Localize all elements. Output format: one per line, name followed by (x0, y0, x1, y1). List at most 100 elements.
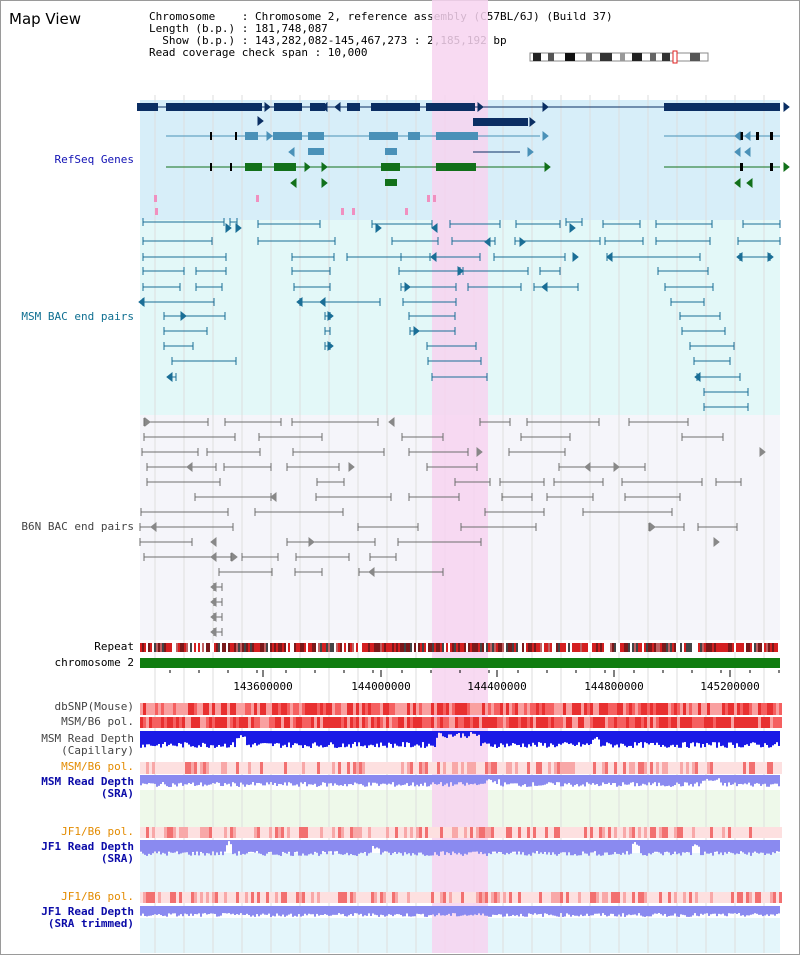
track-label-repeat[interactable]: Repeat (94, 640, 134, 653)
read-depth-bar (486, 775, 488, 781)
polymorphism-heat-cell (677, 827, 680, 838)
track-label-jf1-b6-pol[interactable]: JF1/B6 pol. (61, 825, 134, 838)
read-depth-bar (334, 731, 336, 748)
polymorphism-heat-cell (530, 892, 533, 903)
read-depth-bar (584, 906, 586, 916)
polymorphism-heat-cell (275, 717, 278, 728)
read-depth-bar (696, 775, 698, 783)
polymorphism-heat-cell (299, 703, 302, 715)
b6n-bac-arrow (210, 536, 217, 548)
read-depth-bar (744, 906, 746, 917)
repeat-segment (644, 643, 646, 652)
read-depth-bar (168, 775, 170, 787)
read-depth-bar (680, 775, 682, 787)
polymorphism-heat-cell (371, 703, 374, 715)
polymorphism-heat-cell (770, 827, 773, 838)
read-depth-bar (560, 840, 562, 853)
read-depth-bar (442, 775, 444, 787)
read-depth-bar (168, 906, 170, 914)
polymorphism-heat-cell (152, 892, 155, 903)
read-depth-bar (596, 840, 598, 856)
polymorphism-heat-cell (722, 892, 725, 903)
read-depth-bar (654, 731, 656, 746)
repeat-segment (704, 643, 706, 652)
repeat-segment (230, 643, 232, 652)
read-depth-bar (230, 775, 232, 787)
repeat-segment (466, 643, 468, 652)
polymorphism-heat-cell (224, 717, 227, 728)
polymorphism-heat-cell (452, 703, 455, 715)
read-depth-bar (146, 906, 148, 917)
read-depth-bar (720, 840, 722, 853)
read-depth-bar (776, 731, 778, 743)
track-label-refseq[interactable]: RefSeq Genes (54, 153, 134, 166)
read-depth-bar (666, 775, 668, 787)
polymorphism-heat-cell (605, 717, 608, 728)
read-depth-bar (546, 840, 548, 855)
polymorphism-heat-cell (704, 703, 707, 715)
track-label-jf1-depth-trimmed[interactable]: JF1 Read Depth (SRA trimmed) (0, 906, 134, 930)
polymorphism-heat-cell (722, 762, 725, 774)
track-label-dbsnp[interactable]: dbSNP(Mouse) (54, 700, 134, 713)
repeat-segment (760, 643, 762, 652)
polymorphism-heat-cell (491, 717, 494, 728)
repeat-segment (770, 643, 772, 652)
read-depth-bar (678, 775, 680, 784)
repeat-segment (342, 643, 344, 652)
polymorphism-heat-cell (347, 703, 350, 715)
polymorphism-heat-cell (446, 892, 449, 903)
read-depth-bar (308, 840, 310, 855)
polymorphism-heat-cell (512, 892, 515, 903)
track-label-chromosome[interactable]: chromosome 2 (54, 656, 134, 669)
polymorphism-heat-cell (263, 827, 266, 838)
track-label-b6n-bac[interactable]: B6N BAC end pairs (21, 520, 134, 533)
read-depth-bar (766, 731, 768, 745)
track-label-msm-b6-pol-2[interactable]: MSM/B6 pol. (61, 760, 134, 773)
read-depth-bar (650, 775, 652, 786)
polymorphism-heat-cell (182, 762, 185, 774)
polymorphism-heat-cell (173, 827, 176, 838)
track-label-msm-b6-pol[interactable]: MSM/B6 pol. (61, 715, 134, 728)
polymorphism-heat-cell (566, 892, 569, 903)
repeat-segment (642, 643, 644, 652)
read-depth-bar (716, 840, 718, 852)
read-depth-bar (254, 731, 256, 744)
repeat-segment (678, 643, 680, 652)
read-depth-bar (156, 775, 158, 787)
repeat-segment (328, 643, 330, 652)
repeat-segment (416, 643, 418, 652)
read-depth-bar (428, 731, 430, 744)
read-depth-bar (772, 775, 774, 785)
track-label-jf1-depth-sra[interactable]: JF1 Read Depth (SRA) (0, 841, 134, 865)
repeat-segment (414, 643, 416, 652)
track-label-msm-depth-sra[interactable]: MSM Read Depth (SRA) (0, 776, 134, 800)
read-depth-bar (310, 731, 312, 748)
repeat-segment (714, 643, 716, 652)
repeat-segment (190, 643, 192, 652)
read-depth-bar (632, 840, 634, 844)
track-label-msm-depth-capillary[interactable]: MSM Read Depth (Capillary) (0, 733, 134, 757)
read-depth-bar (750, 906, 752, 915)
polymorphism-heat-cell (512, 827, 515, 838)
read-depth-bar (428, 906, 430, 916)
read-depth-bar (710, 840, 712, 853)
read-depth-bar (170, 775, 172, 787)
read-depth-bar (348, 731, 350, 745)
polymorphism-heat-cell (314, 827, 317, 838)
track-label-jf1-b6-pol-2[interactable]: JF1/B6 pol. (61, 890, 134, 903)
polymorphism-heat-cell (458, 762, 461, 774)
polymorphism-heat-cell (500, 717, 503, 728)
read-depth-bar (344, 906, 346, 917)
read-depth-bar (216, 840, 218, 853)
repeat-segment (616, 643, 618, 652)
polymorphism-heat-cell (737, 892, 740, 903)
polymorphism-heat-cell (182, 892, 185, 903)
read-depth-bar (240, 775, 242, 783)
track-label-msm-bac[interactable]: MSM BAC end pairs (21, 310, 134, 323)
polymorphism-heat-cell (671, 892, 674, 903)
read-depth-bar (320, 906, 322, 915)
read-depth-bar (684, 906, 686, 916)
polymorphism-heat-cell (701, 762, 704, 774)
polymorphism-heat-cell (389, 717, 392, 728)
